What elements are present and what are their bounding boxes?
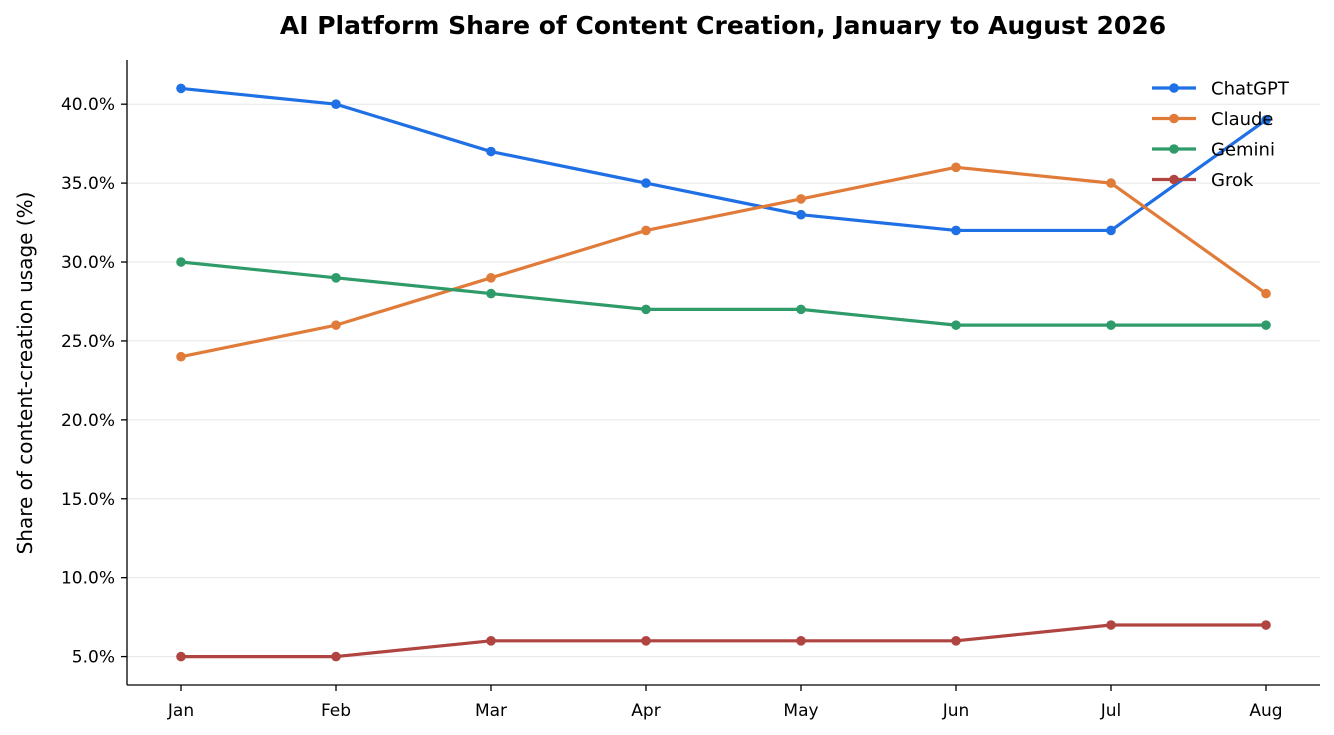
- data-point: [486, 288, 496, 299]
- gridlines: [127, 103, 1320, 658]
- data-point: [796, 304, 806, 315]
- data-point: [796, 209, 806, 220]
- data-point: [951, 225, 961, 236]
- x-tick-label: Jan: [167, 701, 194, 721]
- data-point: [1261, 288, 1271, 299]
- data-point: [176, 651, 186, 662]
- data-point: [331, 320, 341, 330]
- series-line: [179, 260, 1268, 327]
- legend-item-grok: Grok: [1152, 170, 1254, 191]
- axes: 5.0% 10.0% 15.0% 20.0% 25.0% 30.0% 35.0% 40.0% J…: [61, 60, 1320, 721]
- x-tick-label: Feb: [321, 701, 351, 721]
- data-point: [176, 257, 186, 267]
- data-point: [331, 651, 341, 662]
- data-point: [486, 146, 496, 157]
- y-tick-label: 5.0%: [72, 648, 115, 668]
- y-tick-label: 35.0%: [61, 174, 115, 194]
- legend-swatch-marker: [1169, 144, 1179, 154]
- y-tick-label: 40.0%: [61, 95, 115, 115]
- data-point: [1106, 178, 1116, 188]
- data-point: [1106, 225, 1116, 236]
- legend-item-gemini: Gemini: [1152, 140, 1275, 161]
- series-grok: [176, 620, 1271, 662]
- legend-item-claude: Claude: [1152, 109, 1274, 130]
- legend-label: Grok: [1211, 170, 1254, 191]
- legend-label: ChatGPT: [1211, 79, 1290, 100]
- data-point: [486, 273, 496, 283]
- legend-swatch-marker: [1169, 174, 1179, 185]
- data-point: [641, 304, 651, 315]
- data-point: [796, 194, 806, 204]
- data-point: [641, 178, 651, 188]
- data-point: [331, 273, 341, 283]
- data-point: [641, 636, 651, 646]
- series-line: [179, 86, 1268, 233]
- series-chatgpt: [176, 83, 1271, 236]
- y-axis-label: Share of content-creation usage (%): [13, 192, 37, 555]
- x-tick-label: Apr: [631, 701, 660, 721]
- data-point: [796, 636, 806, 646]
- data-point: [176, 83, 186, 94]
- y-tick-label: 30.0%: [61, 253, 115, 273]
- data-point: [1106, 320, 1116, 330]
- legend-label: Claude: [1211, 109, 1274, 130]
- series-line: [179, 165, 1268, 359]
- x-tick-label: Jul: [1100, 701, 1122, 721]
- series-line: [179, 623, 1268, 659]
- y-tick-label: 10.0%: [61, 569, 115, 589]
- y-tick-label: 20.0%: [61, 411, 115, 431]
- data-point: [486, 636, 496, 646]
- data-point: [1261, 620, 1271, 630]
- legend-swatch-marker: [1169, 83, 1179, 93]
- legend-swatch-marker: [1169, 113, 1179, 124]
- data-point: [951, 636, 961, 646]
- x-tick-label: Jun: [942, 701, 970, 721]
- series-gemini: [176, 257, 1271, 330]
- chart-title: AI Platform Share of Content Creation, J…: [280, 11, 1166, 40]
- y-tick-label: 25.0%: [61, 332, 115, 352]
- data-point: [176, 351, 186, 362]
- data-point: [1106, 620, 1116, 630]
- data-point: [641, 225, 651, 236]
- legend-item-chatgpt: ChatGPT: [1152, 79, 1290, 100]
- data-point: [1261, 320, 1271, 330]
- data-point: [331, 99, 341, 109]
- data-point: [951, 320, 961, 330]
- legend: ChatGPT Claude Gemini Grok: [1152, 79, 1290, 191]
- data-point: [951, 162, 961, 173]
- series-claude: [176, 162, 1271, 362]
- data-point: [1261, 115, 1271, 125]
- x-tick-label: Aug: [1249, 701, 1282, 721]
- x-tick-label: May: [783, 701, 818, 721]
- series-group: [176, 83, 1271, 662]
- legend-label: Gemini: [1211, 140, 1275, 161]
- x-tick-label: Mar: [475, 701, 507, 721]
- y-tick-label: 15.0%: [61, 490, 115, 510]
